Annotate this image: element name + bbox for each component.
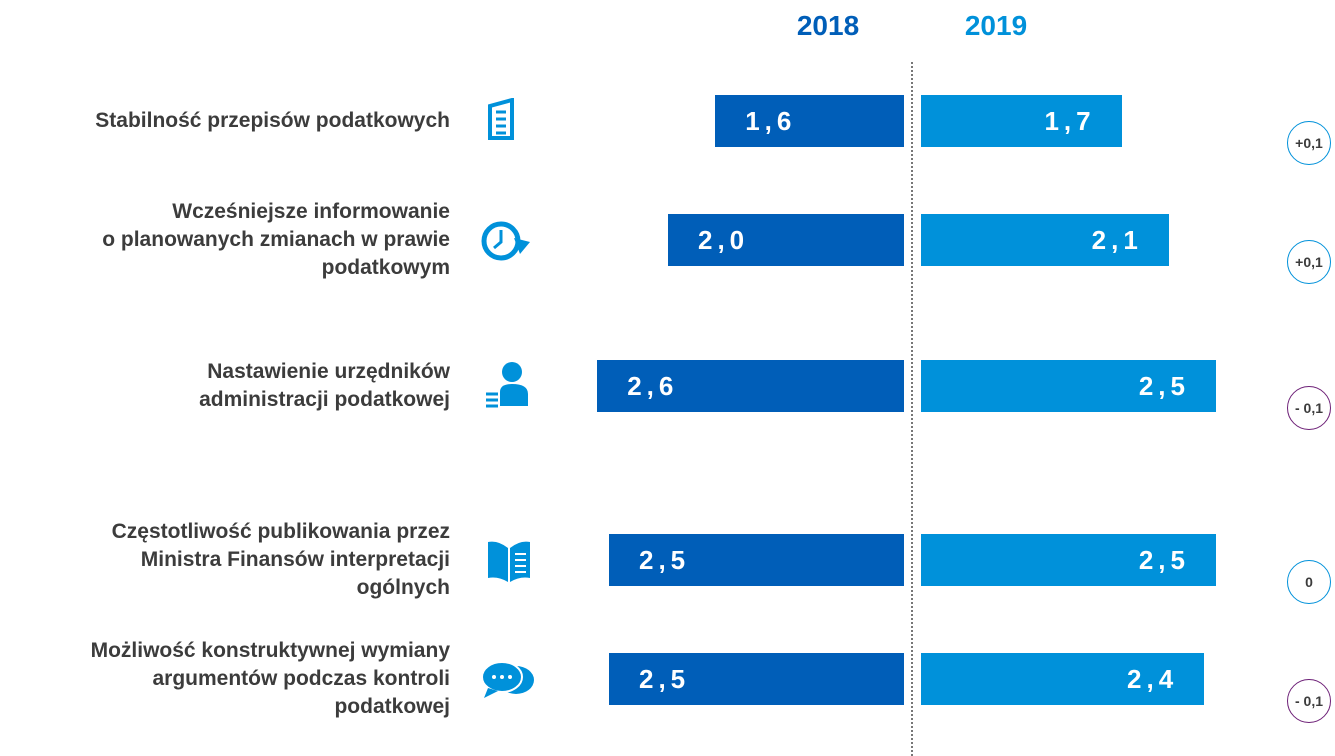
- change-label: - 0,1: [1294, 400, 1323, 416]
- bar: 2,4: [921, 653, 1205, 705]
- clerk-icon: [486, 362, 528, 408]
- change-circle: - 0,1: [1287, 679, 1331, 723]
- category-label: Nastawienie urzędników administracji pod…: [199, 360, 450, 411]
- value-label: 2,5: [639, 664, 691, 694]
- change-label: +0,1: [1295, 135, 1323, 151]
- value-label: 1,7: [1044, 106, 1096, 136]
- bar: 2,1: [921, 214, 1169, 266]
- category-label: Wcześniejsze informowanie o planowanych …: [102, 200, 450, 279]
- bar: 2,5: [921, 360, 1216, 412]
- change-circle: - 0,1: [1287, 386, 1331, 430]
- chat-icon: [481, 661, 534, 698]
- bar: 1,6: [715, 95, 904, 147]
- value-label: 2,5: [639, 545, 691, 575]
- category-label: Stabilność przepisów podatkowych: [95, 109, 450, 132]
- value-label: 2,0: [698, 225, 750, 255]
- change-circle: +0,1: [1287, 240, 1331, 284]
- change-label: 0: [1305, 574, 1313, 590]
- value-label: 2,1: [1091, 225, 1143, 255]
- value-label: 2,6: [627, 371, 679, 401]
- value-label: 2,5: [1138, 371, 1190, 401]
- legend-label: 2019: [964, 10, 1028, 41]
- book-icon: [488, 541, 530, 582]
- bar: 2,0: [668, 214, 904, 266]
- bar: 2,6: [597, 360, 904, 412]
- bar: 2,5: [609, 534, 904, 586]
- legend-label: 2018: [796, 10, 860, 41]
- value-label: 2,5: [1138, 545, 1190, 575]
- bar: 2,5: [921, 534, 1216, 586]
- category-label: Możliwość konstruktywnej wymiany argumen…: [90, 639, 450, 718]
- category-label: Częstotliwość publikowania przez Ministr…: [111, 520, 450, 599]
- change-circle: +0,1: [1287, 121, 1331, 165]
- value-label: 2,4: [1127, 664, 1179, 694]
- building-icon: [488, 98, 514, 140]
- bar: 2,5: [609, 653, 904, 705]
- clock-icon: [481, 221, 530, 261]
- center-line: [911, 62, 913, 756]
- change-circle: 0: [1287, 560, 1331, 604]
- bar: 1,7: [921, 95, 1122, 147]
- change-label: - 0,1: [1294, 693, 1323, 709]
- change-label: +0,1: [1295, 254, 1323, 270]
- value-label: 1,6: [745, 106, 797, 136]
